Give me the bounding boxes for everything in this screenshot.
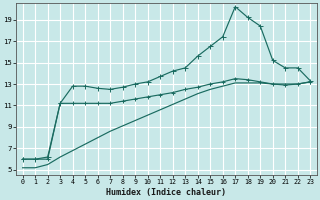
X-axis label: Humidex (Indice chaleur): Humidex (Indice chaleur) (107, 188, 227, 197)
